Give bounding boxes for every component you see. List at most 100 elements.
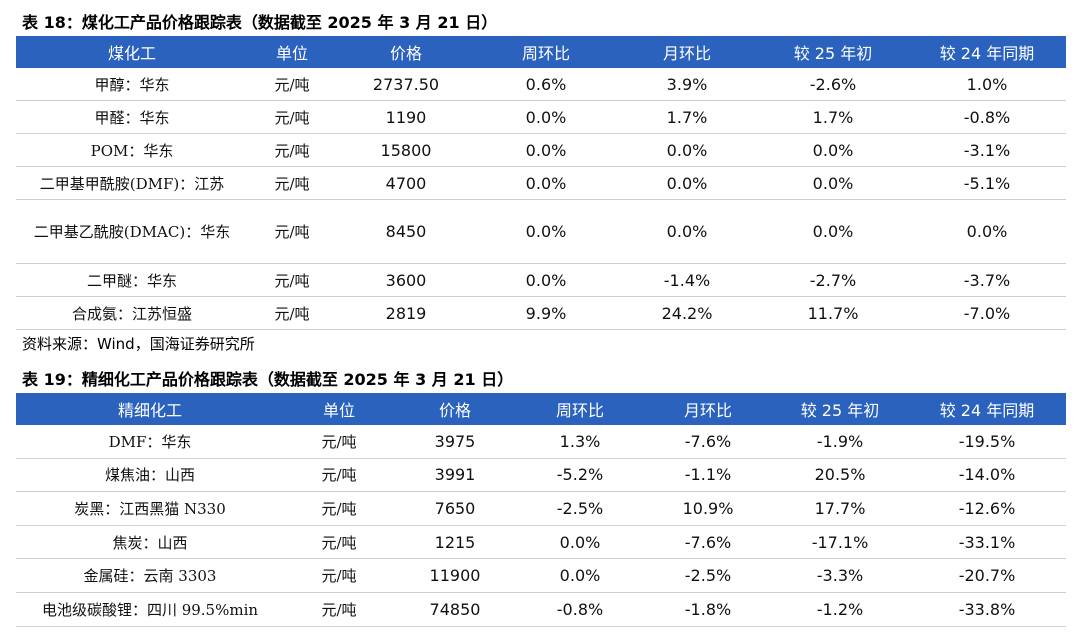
month-change: 1.7% (616, 100, 758, 134)
product-name: 焦炭：山西 (16, 525, 284, 560)
unit: 元/吨 (284, 592, 394, 627)
week-change: 0.6% (476, 68, 616, 101)
product-name: 合成氨：江苏恒盛 (16, 296, 248, 330)
product-name: 金属硅：云南 3303 (16, 558, 284, 593)
week-change: 0.0% (476, 199, 616, 264)
month-change: 0.0% (616, 133, 758, 167)
unit: 元/吨 (248, 166, 336, 200)
week-change: 0.0% (476, 100, 616, 134)
ytd-change: 0.0% (758, 199, 908, 264)
week-change: 0.0% (476, 263, 616, 297)
price: 3991 (394, 458, 516, 493)
unit: 元/吨 (248, 100, 336, 134)
month-change: 10.9% (644, 491, 772, 526)
yoy-change: -3.7% (908, 263, 1066, 297)
unit: 元/吨 (248, 296, 336, 330)
week-change: -5.2% (516, 458, 644, 493)
col-header-wow: 周环比 (516, 393, 644, 425)
ytd-change: 11.7% (758, 296, 908, 330)
ytd-change: -1.9% (772, 425, 908, 459)
month-change: 0.0% (616, 166, 758, 200)
yoy-change: -33.1% (908, 525, 1066, 560)
yoy-change: -3.1% (908, 133, 1066, 167)
product-name: DMF：华东 (16, 425, 284, 459)
product-name: 二甲基乙酰胺(DMAC)：华东 (16, 199, 248, 264)
col-header-ytd: 较 25 年初 (772, 393, 908, 425)
week-change: 0.0% (516, 558, 644, 593)
week-change: -2.5% (516, 491, 644, 526)
table-row: 合成氨：江苏恒盛 元/吨 2819 9.9% 24.2% 11.7% -7.0% (16, 296, 1066, 330)
col-header-mom: 月环比 (616, 36, 758, 68)
ytd-change: 1.7% (758, 100, 908, 134)
price: 3975 (394, 425, 516, 459)
coal-chemical-price-table: 煤化工 单位 价格 周环比 月环比 较 25 年初 较 24 年同期 甲醇：华东… (16, 36, 1066, 330)
price: 2819 (336, 296, 476, 330)
table19-caption: 表 19：精细化工产品价格跟踪表（数据截至 2025 年 3 月 21 日） (22, 370, 514, 389)
table-row: 甲醇：华东 元/吨 2737.50 0.6% 3.9% -2.6% 1.0% (16, 68, 1066, 101)
price: 2737.50 (336, 68, 476, 101)
month-change: -1.8% (644, 592, 772, 627)
ytd-change: -3.3% (772, 558, 908, 593)
month-change: -1.4% (616, 263, 758, 297)
yoy-change: -33.8% (908, 592, 1066, 627)
source-note: 资料来源：Wind，国海证券研究所 (22, 335, 255, 353)
col-header-product: 煤化工 (16, 36, 248, 68)
product-name: 电池级碳酸锂：四川 99.5%min (16, 592, 284, 627)
col-header-price: 价格 (394, 393, 516, 425)
yoy-change: -19.5% (908, 425, 1066, 459)
ytd-change: 0.0% (758, 166, 908, 200)
unit: 元/吨 (248, 263, 336, 297)
price: 7650 (394, 491, 516, 526)
ytd-change: 0.0% (758, 133, 908, 167)
col-header-yoy: 较 24 年同期 (908, 36, 1066, 68)
price: 1190 (336, 100, 476, 134)
yoy-change: -0.8% (908, 100, 1066, 134)
week-change: 9.9% (476, 296, 616, 330)
col-header-price: 价格 (336, 36, 476, 68)
price: 3600 (336, 263, 476, 297)
table-row: 炭黑：江西黑猫 N330 元/吨 7650 -2.5% 10.9% 17.7% … (16, 491, 1066, 526)
week-change: -0.8% (516, 592, 644, 627)
price: 11900 (394, 558, 516, 593)
ytd-change: 17.7% (772, 491, 908, 526)
unit: 元/吨 (284, 425, 394, 459)
yoy-change: 1.0% (908, 68, 1066, 101)
table-row: 甲醛：华东 元/吨 1190 0.0% 1.7% 1.7% -0.8% (16, 100, 1066, 134)
price: 4700 (336, 166, 476, 200)
col-header-ytd: 较 25 年初 (758, 36, 908, 68)
ytd-change: -2.6% (758, 68, 908, 101)
yoy-change: -14.0% (908, 458, 1066, 493)
month-change: -1.1% (644, 458, 772, 493)
col-header-unit: 单位 (248, 36, 336, 68)
week-change: 0.0% (476, 166, 616, 200)
table18-caption: 表 18：煤化工产品价格跟踪表（数据截至 2025 年 3 月 21 日） (22, 13, 498, 32)
ytd-change: 20.5% (772, 458, 908, 493)
month-change: -7.6% (644, 425, 772, 459)
ytd-change: -2.7% (758, 263, 908, 297)
yoy-change: -7.0% (908, 296, 1066, 330)
unit: 元/吨 (284, 525, 394, 560)
unit: 元/吨 (248, 199, 336, 264)
price: 15800 (336, 133, 476, 167)
col-header-mom: 月环比 (644, 393, 772, 425)
col-header-wow: 周环比 (476, 36, 616, 68)
ytd-change: -1.2% (772, 592, 908, 627)
unit: 元/吨 (284, 458, 394, 493)
table-row: POM：华东 元/吨 15800 0.0% 0.0% 0.0% -3.1% (16, 133, 1066, 167)
unit: 元/吨 (248, 133, 336, 167)
product-name: 煤焦油：山西 (16, 458, 284, 493)
product-name: 甲醛：华东 (16, 100, 248, 134)
yoy-change: -12.6% (908, 491, 1066, 526)
price: 74850 (394, 592, 516, 627)
table-header-row: 精细化工 单位 价格 周环比 月环比 较 25 年初 较 24 年同期 (16, 393, 1066, 425)
unit: 元/吨 (248, 68, 336, 101)
product-name: 炭黑：江西黑猫 N330 (16, 491, 284, 526)
fine-chemical-price-table: 精细化工 单位 价格 周环比 月环比 较 25 年初 较 24 年同期 DMF：… (16, 393, 1066, 627)
month-change: 0.0% (616, 199, 758, 264)
price: 8450 (336, 199, 476, 264)
price: 1215 (394, 525, 516, 560)
product-name: 甲醇：华东 (16, 68, 248, 101)
month-change: -2.5% (644, 558, 772, 593)
ytd-change: -17.1% (772, 525, 908, 560)
col-header-unit: 单位 (284, 393, 394, 425)
